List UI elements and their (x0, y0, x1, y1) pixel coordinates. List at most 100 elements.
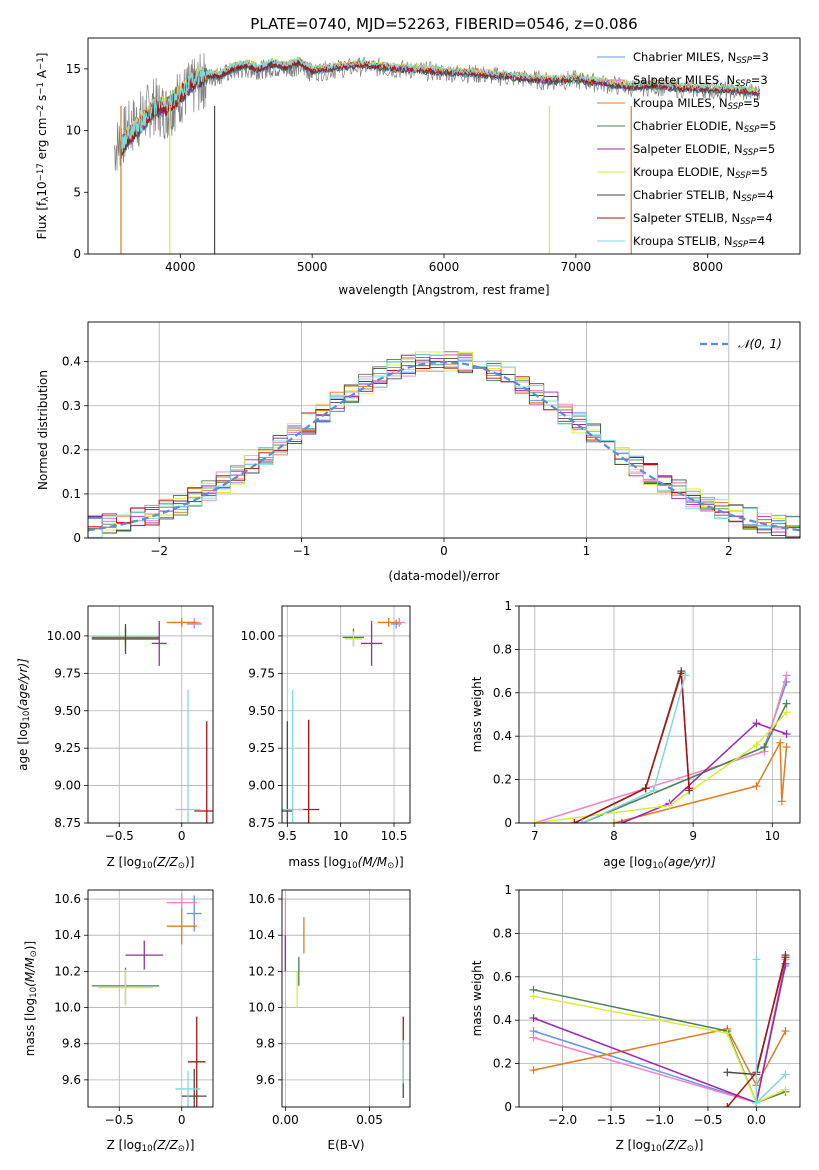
x-tick-label: 9 (689, 829, 697, 843)
plot-area (114, 53, 760, 254)
label-part: λ (41, 197, 51, 202)
label-part: s (35, 95, 49, 105)
x-axis-label: age [log10(age/yr)] (603, 855, 716, 871)
y-tick-label: 9.6 (62, 1073, 81, 1087)
y-tick-label: 10.4 (248, 928, 275, 942)
x-tick-label: 7000 (561, 260, 592, 274)
y-tick-label: 9.25 (54, 741, 81, 755)
y-axis-label: mass weight (470, 960, 484, 1036)
legend-label-main: Chabrier ELODIE, N (633, 119, 744, 133)
label-part: −1 (36, 57, 46, 70)
y-axis-label: mass [log10(M/M⊙)] (23, 941, 39, 1056)
legend-label-sub: SSP (736, 56, 752, 66)
y-tick-label: 0.3 (62, 399, 81, 413)
y-tick-label: 9.50 (54, 704, 81, 718)
label-part: 10 (652, 861, 663, 871)
plot-area (91, 617, 213, 823)
axes-frame (87, 605, 214, 824)
y-tick-label: 9.8 (62, 1037, 81, 1051)
legend-label-tail: =4 (748, 234, 765, 248)
label-part: (M/M (358, 855, 388, 869)
panel-spectrum: 4000 5000 6000 7000 8000 0 5 10 15 wavelength [An… (35, 37, 801, 297)
legend-label-sub: SSP (744, 125, 760, 135)
x-axis-label: E(B-V) (327, 1138, 364, 1152)
label-part: erg cm (35, 118, 49, 164)
legend-label-sub: SSP (741, 194, 757, 204)
y-tick-label: 0.4 (493, 729, 512, 743)
y-tick-label: 9.50 (248, 704, 275, 718)
y-tick-label: 10 (66, 124, 81, 138)
x-tick-label: −0.5 (105, 1113, 134, 1127)
x-axis-label: Z [log10(Z/Z⊙)] (107, 1138, 195, 1154)
figure-title: PLATE=0740, MJD=52263, FIBERID=0546, z=0… (250, 15, 637, 33)
y-axis-label: Normed distribution (36, 370, 50, 490)
x-tick-label: 1 (583, 544, 591, 558)
legend-label-main: Chabrier STELIB, N (633, 188, 741, 202)
label-part: 10 (35, 181, 49, 196)
y-tick-label: 0 (504, 1100, 512, 1114)
model-spectrum-line (120, 56, 760, 153)
x-axis-label: Z [log10(Z/Z⊙)] (616, 1138, 704, 1154)
x-tick-label: −1 (293, 544, 311, 558)
label-part: 10 (651, 1144, 662, 1154)
label-part: ⊙ (387, 861, 394, 871)
y-tick-label: 9.8 (256, 1037, 275, 1051)
x-tick-label: 0 (440, 544, 448, 558)
x-tick-label: 10.5 (381, 829, 408, 843)
panel-mass-weight-vs-Z: −2.0 −1.5 −1.0 −0.5 0.0 0 0.2 0.4 0.6 0.8 1 Z [log1… (470, 883, 801, 1154)
x-tick-label: −0.5 (693, 1113, 722, 1127)
label-part: Z [log (616, 1138, 651, 1152)
label-part: ⊙ (178, 861, 185, 871)
y-tick-label: 10.00 (241, 629, 275, 643)
label-part: )] (394, 855, 403, 869)
label-part: Flux [f (35, 201, 49, 239)
legend-label-tail: =5 (751, 165, 768, 179)
x-axis-label: (data-model)/error (388, 569, 499, 583)
label-part: )] (185, 855, 194, 869)
y-tick-label: 9.75 (248, 666, 275, 680)
y-tick-label: 0.1 (62, 487, 81, 501)
legend-label-sub: SSP (728, 102, 744, 112)
x-tick-label: 10 (765, 829, 780, 843)
label-part: (Z/Z (153, 1138, 179, 1152)
mass-weight-line (534, 675, 788, 823)
legend-label: Salpeter MILES, NSSP=3 (633, 73, 768, 89)
y-tick-label: 0.8 (493, 926, 512, 940)
legend-label-main: Kroupa STELIB, N (633, 234, 733, 248)
x-tick-label: 0.0 (747, 1113, 766, 1127)
legend-label-main: Kroupa MILES, N (633, 96, 728, 110)
x-tick-label: 4000 (165, 260, 196, 274)
y-tick-label: 9.00 (54, 779, 81, 793)
label-part: ] (35, 53, 49, 58)
normal-distribution-curve (88, 360, 800, 532)
axes-frame (281, 889, 411, 1108)
label-part: Z [log (107, 855, 142, 869)
label-part: −17 (36, 163, 46, 181)
mass-weight-line (582, 681, 788, 823)
label-part: ⊙ (178, 1144, 185, 1154)
legend-label: Chabrier ELODIE, NSSP=5 (633, 119, 776, 135)
y-tick-label: 0 (504, 816, 512, 830)
legend-label-tail: =5 (758, 142, 775, 156)
y-tick-label: 10.4 (54, 928, 81, 942)
y-tick-label: 0.8 (493, 642, 512, 656)
y-tick-label: 10.6 (248, 892, 275, 906)
plot-area (91, 893, 207, 1107)
plot-area (88, 351, 800, 538)
panel-residuals: −2 −1 0 1 2 0 0.1 0.2 0.3 0.4 (data-model)/error No… (36, 321, 801, 583)
axes-frame (281, 605, 411, 824)
legend-label-sub: SSP (735, 79, 751, 89)
legend-label-tail: =3 (752, 50, 769, 64)
y-tick-label: 5 (73, 185, 81, 199)
y-tick-label: 0.6 (493, 686, 512, 700)
mass-weight-line (613, 739, 788, 823)
y-tick-label: 10.2 (248, 964, 275, 978)
y-tick-label: 0.6 (493, 970, 512, 984)
legend-label: Chabrier STELIB, NSSP=4 (633, 188, 774, 204)
axes-frame (87, 889, 214, 1108)
x-tick-label: −2 (150, 544, 168, 558)
legend-label: Kroupa ELODIE, NSSP=5 (633, 165, 768, 181)
y-tick-label: 9.75 (54, 666, 81, 680)
